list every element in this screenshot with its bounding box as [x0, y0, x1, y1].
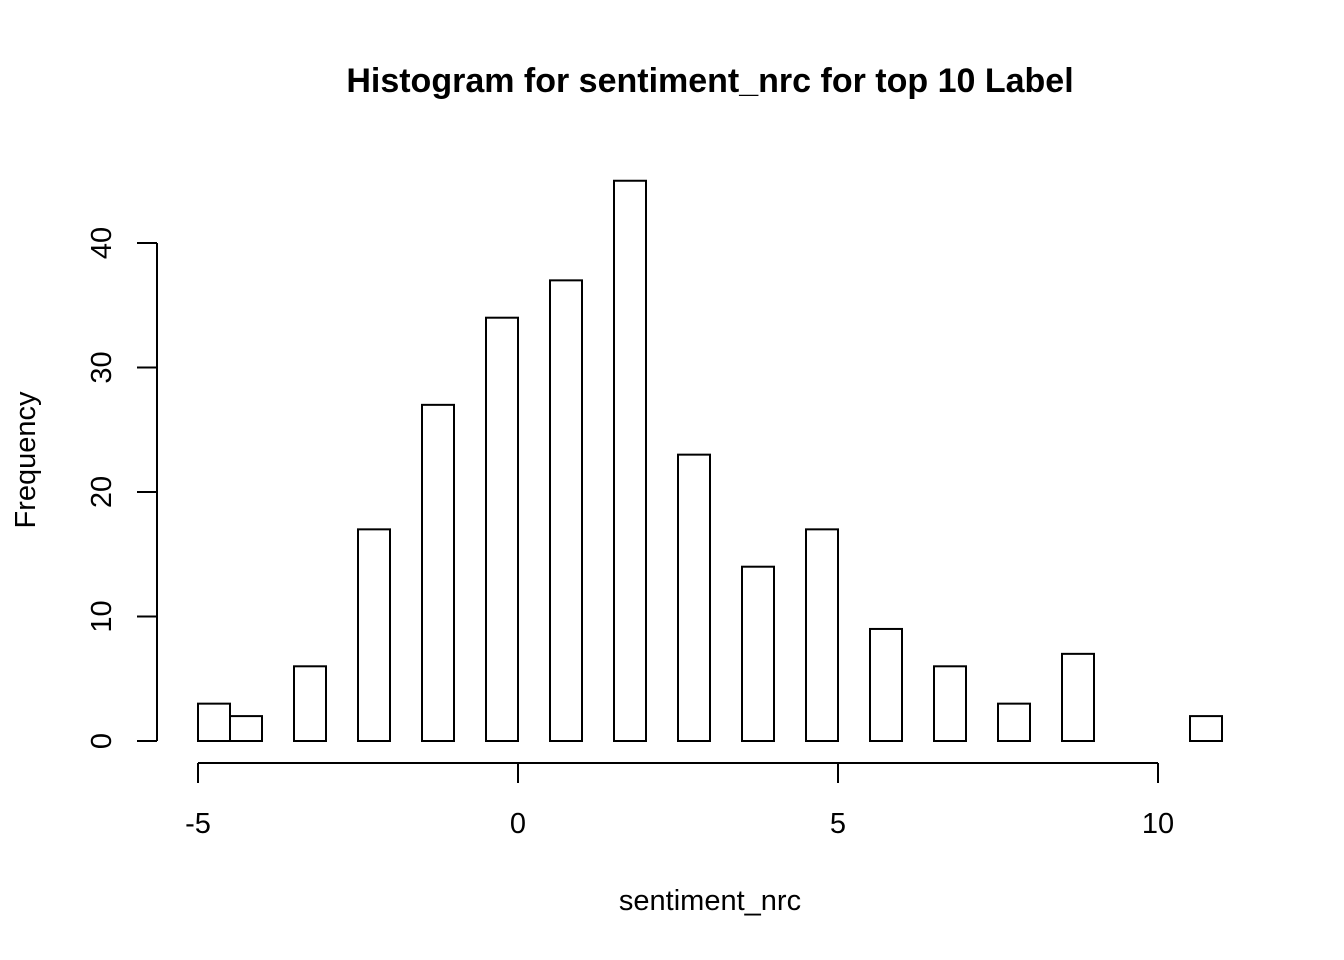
x-tick-label: 0	[510, 808, 526, 840]
histogram-bar	[741, 565, 775, 743]
bars-group	[197, 179, 1223, 743]
histogram-bar	[869, 627, 903, 743]
histogram-bar	[549, 279, 583, 742]
x-tick-label: 5	[830, 808, 846, 840]
y-tick-label: 0	[86, 733, 118, 749]
histogram-bar	[805, 528, 839, 742]
histogram-bar	[197, 702, 231, 743]
x-axis: -5 0 5 10	[185, 762, 1174, 840]
histogram-bar	[613, 179, 647, 742]
histogram-bar	[421, 403, 455, 742]
y-tick-label: 30	[86, 351, 118, 383]
histogram-bar	[997, 702, 1031, 743]
x-tick-label: -5	[185, 808, 211, 840]
histogram-bar	[677, 453, 711, 742]
chart-title: Histogram for sentiment_nrc for top 10 L…	[346, 62, 1073, 100]
histogram-bar	[485, 316, 519, 742]
histogram-bar	[1189, 715, 1223, 742]
y-tick-label: 20	[86, 476, 118, 508]
histogram-bar	[229, 715, 263, 742]
y-tick-label: 10	[86, 600, 118, 632]
y-axis: 0 10 20 30 40	[86, 227, 158, 749]
histogram-bar	[1061, 652, 1095, 742]
histogram-bar	[293, 665, 327, 742]
x-axis-label: sentiment_nrc	[619, 885, 801, 917]
y-axis-label: Frequency	[10, 391, 42, 529]
x-tick-label: 10	[1142, 808, 1174, 840]
histogram-bar	[933, 665, 967, 742]
histogram-bar	[357, 528, 391, 742]
y-tick-label: 40	[86, 227, 118, 259]
